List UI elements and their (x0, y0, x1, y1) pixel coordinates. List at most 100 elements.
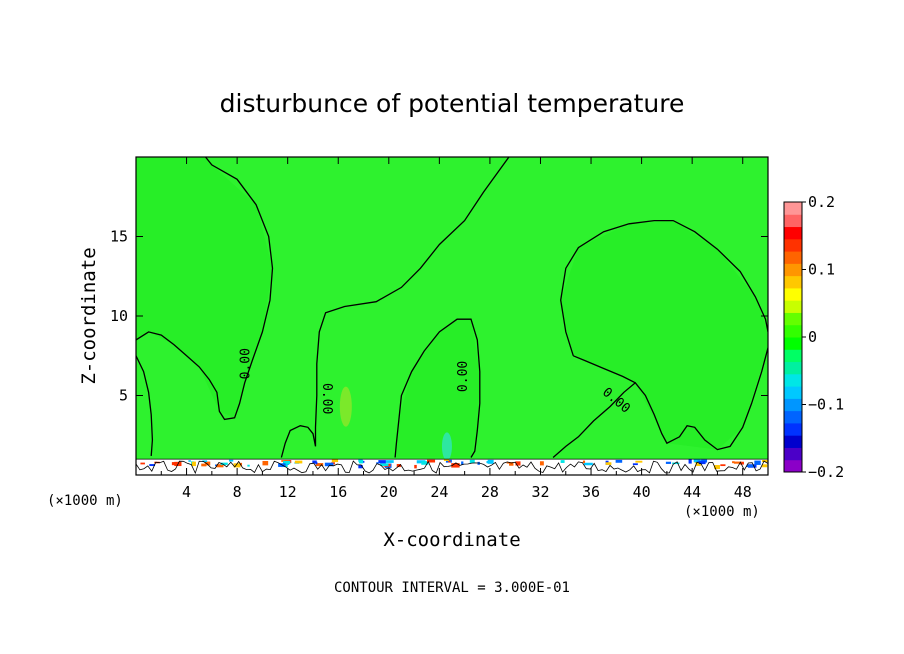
surface-patch (396, 464, 401, 468)
y-tick-label: 10 (110, 307, 128, 325)
y-tick-label: 5 (119, 387, 128, 405)
surface-contours (136, 460, 768, 475)
colorbar-swatch (784, 312, 802, 326)
surface-patch (448, 460, 451, 463)
surface-patch (688, 459, 692, 464)
x-tick-label: 48 (734, 483, 752, 501)
x-tick-label: 8 (233, 483, 242, 501)
colorbar-swatch (784, 361, 802, 375)
colorbar-swatch (784, 226, 802, 240)
surface-patch (220, 462, 228, 465)
surface-patch (739, 461, 744, 465)
colorbar-label: 0 (808, 328, 817, 346)
surface-patch (560, 460, 565, 463)
surface-patch (732, 461, 735, 464)
x-tick-label: 32 (531, 483, 549, 501)
cool-blob (441, 432, 452, 461)
surface-patch (414, 464, 417, 469)
colorbar-swatch (784, 337, 802, 350)
colorbar-swatch (784, 287, 802, 301)
surface-patch (247, 464, 250, 467)
surface-patch (294, 460, 303, 464)
colorbar-swatch (784, 349, 802, 363)
surface-patch (693, 459, 701, 463)
surface-patch (324, 462, 334, 467)
surface-patch (262, 460, 269, 466)
colorbar-swatch (784, 447, 802, 461)
x-tick-label: 4 (182, 483, 191, 501)
warm-blob (339, 386, 352, 427)
colorbar-swatch (784, 214, 802, 228)
surface-patch (762, 464, 768, 468)
contour-label: 0.00 (239, 348, 254, 379)
contour-zero-line-dome (394, 318, 481, 458)
surface-patch (582, 460, 586, 464)
surface-patch (380, 463, 389, 466)
x-tick-label: 12 (279, 483, 297, 501)
surface-patch (376, 462, 379, 464)
colorbar-swatch (784, 398, 802, 412)
surface-patch (140, 462, 145, 465)
x-tick-label: 24 (430, 483, 448, 501)
surface-patch (615, 459, 623, 463)
surface-patch (385, 460, 394, 463)
colorbar-label: 0.1 (808, 261, 835, 279)
contour-interval-note: CONTOUR INTERVAL = 3.000E-01 (334, 580, 570, 596)
surface-patch (149, 464, 156, 467)
surface-patch (746, 464, 755, 468)
surface-patch (584, 462, 593, 466)
colorbar-swatch (784, 300, 802, 313)
surface-patch (635, 460, 643, 463)
colorbar-label: −0.2 (808, 463, 844, 481)
region-right (560, 220, 768, 450)
x-axis-label: X-coordinate (383, 529, 520, 551)
surface-patch (202, 460, 208, 463)
surface-patch (701, 459, 708, 463)
surface-patch (358, 460, 364, 464)
surface-patch (240, 462, 243, 466)
chart-title: disturbunce of potential temperature (220, 89, 685, 118)
surface-patch (312, 460, 317, 464)
surface-patch (605, 462, 612, 465)
colorbar-swatch (784, 410, 802, 424)
surface-patch (672, 462, 680, 465)
contour-label: 0.00 (456, 361, 471, 392)
surface-patch (427, 459, 436, 463)
colorbar-swatch (784, 324, 802, 338)
surface-patch (171, 462, 176, 466)
surface-patch (761, 460, 768, 463)
contour-zero-line-mid (280, 157, 510, 458)
x-unit-left: (×1000 m) (47, 493, 123, 509)
surface-patch (515, 461, 521, 466)
surface-patch (315, 463, 324, 467)
surface-patch (191, 461, 196, 467)
region-upper-left (136, 157, 273, 418)
surface-patch (283, 460, 291, 465)
contour-zero-line-left (136, 157, 274, 421)
contour-label: 0.00 (319, 383, 334, 414)
colorbar-swatch (784, 202, 802, 215)
surface-patch (204, 461, 211, 466)
surface-patch (201, 463, 207, 467)
contour-zero-line-ring-base (573, 355, 636, 384)
surface-patch (714, 465, 720, 470)
x-tick-label: 44 (683, 483, 701, 501)
surface-patch (443, 459, 450, 461)
x-tick-label: 16 (329, 483, 347, 501)
surface-patch (486, 461, 489, 464)
surface-patch (228, 459, 234, 462)
surface-patch (378, 460, 386, 464)
surface-patch (698, 461, 706, 465)
surface-patch (539, 461, 544, 466)
colorbar-swatch (784, 373, 802, 387)
contour-zero-line-right (552, 347, 768, 458)
surface-patch (188, 460, 191, 462)
colorbar-swatch (784, 435, 802, 448)
x-tick-label: 40 (633, 483, 651, 501)
x-unit-right: (×1000 m) (684, 504, 760, 520)
surface-patch (469, 459, 475, 464)
surface-patch (733, 461, 742, 464)
contour-zero-line-ring (560, 219, 768, 356)
region-dome (395, 319, 480, 458)
